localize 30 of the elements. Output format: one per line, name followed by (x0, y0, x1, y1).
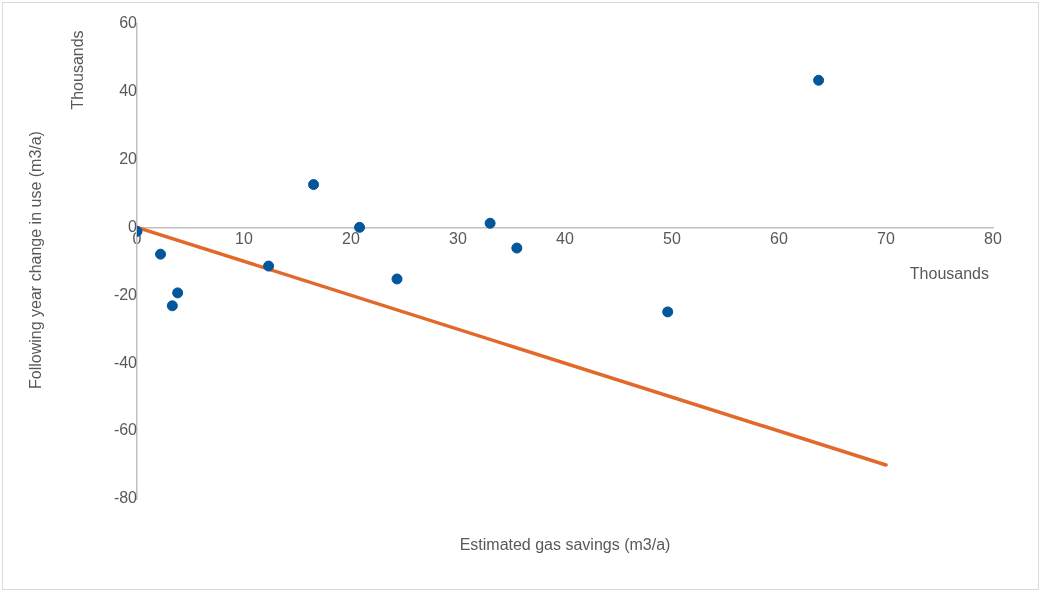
point (511, 242, 523, 254)
x-tick-label: 60 (770, 230, 788, 248)
y-tick-label: -60 (113, 421, 138, 439)
point (662, 306, 674, 318)
text: Thousands (69, 30, 87, 110)
x-tick-label: 30 (449, 230, 467, 248)
y-tick-label: 60 (119, 14, 138, 32)
y-tick-label: -20 (113, 285, 138, 303)
point (263, 260, 275, 272)
x-tick-label: 80 (984, 230, 1002, 248)
y-tick-label: -40 (113, 353, 138, 371)
x-tick-label: 40 (556, 230, 574, 248)
y-tick-label: -80 (113, 489, 138, 507)
point (354, 221, 366, 233)
point (155, 248, 167, 260)
point (391, 273, 403, 285)
x-tick-label: 50 (663, 230, 681, 248)
point (172, 287, 184, 299)
x-tick-label: 70 (877, 230, 895, 248)
x-tick-label: 20 (342, 230, 360, 248)
x-axis-title: Estimated gas savings (m3/a) (458, 536, 672, 554)
point (813, 74, 825, 86)
x-tick-label: 10 (235, 230, 253, 248)
annotation: Thousands (909, 265, 989, 283)
point (166, 300, 178, 312)
y-tick-label: 20 (119, 149, 138, 167)
point (484, 217, 496, 229)
point (308, 179, 320, 191)
y-axis-title: Following year change in use (m3/a) (27, 131, 45, 389)
y-tick-label: 40 (119, 81, 138, 99)
